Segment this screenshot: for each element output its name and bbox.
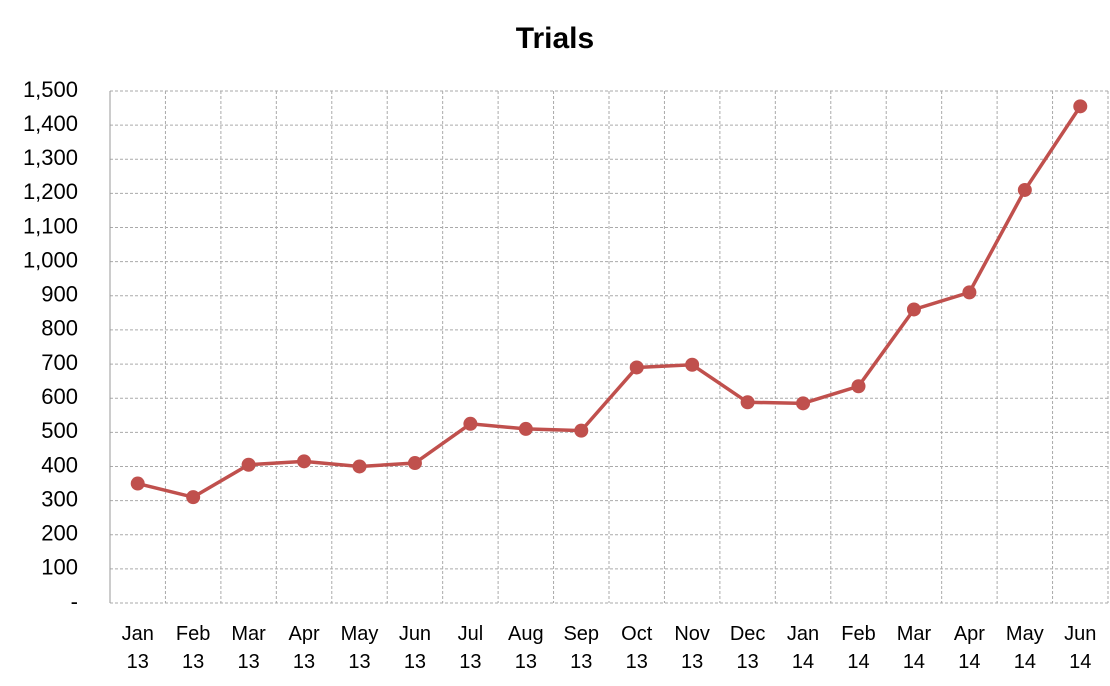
x-tick-label: Apr 13 — [288, 623, 320, 673]
marker — [1073, 99, 1088, 114]
y-tick-label: - — [71, 589, 78, 614]
x-tick-label: Oct 13 — [621, 623, 653, 673]
y-tick-label: 300 — [41, 486, 78, 511]
x-tick-label: Apr 14 — [953, 623, 985, 673]
x-tick-label: Jan 14 — [786, 623, 820, 673]
x-tick-label: May 13 — [340, 623, 379, 673]
x-tick-label: Sep 13 — [563, 623, 600, 673]
y-tick-label: 400 — [41, 452, 78, 477]
y-tick-label: 1,100 — [23, 213, 78, 238]
x-tick-label: Feb 13 — [175, 623, 211, 673]
y-tick-label: 900 — [41, 282, 78, 307]
y-tick-label: 1,200 — [23, 179, 78, 204]
marker — [186, 490, 201, 505]
marker — [518, 421, 533, 436]
y-tick-label: 500 — [41, 418, 78, 443]
x-tick-label: May 14 — [1005, 623, 1044, 673]
x-tick-label: Jun 13 — [398, 623, 432, 673]
marker — [740, 395, 755, 410]
y-tick-label: 600 — [41, 384, 78, 409]
marker — [574, 423, 589, 438]
x-tick-label: Mar 13 — [231, 623, 266, 673]
x-tick-label: Aug 13 — [508, 623, 544, 673]
x-tick-label: Jul 13 — [457, 623, 484, 673]
marker — [407, 456, 422, 471]
line — [137, 105, 1082, 500]
x-tick-label: Jan 13 — [121, 623, 154, 673]
y-tick-label: 100 — [41, 555, 78, 580]
y-tick-label: 1,300 — [23, 145, 78, 170]
marker — [463, 416, 478, 431]
marker — [297, 454, 312, 469]
marker — [906, 302, 921, 317]
marker — [796, 396, 811, 411]
marker — [851, 379, 866, 394]
x-tick-label: Nov 13 — [674, 623, 710, 673]
marker — [685, 357, 700, 372]
marker — [130, 476, 145, 491]
x-tick-label: Feb 14 — [841, 623, 876, 673]
x-tick-label: Jun 14 — [1064, 623, 1097, 673]
y-tick-label: 1,500 — [23, 77, 78, 102]
chart-title: Trials — [516, 22, 594, 55]
x-tick-label: Mar 14 — [896, 623, 932, 673]
marker — [352, 459, 367, 474]
marker — [629, 360, 644, 375]
y-tick-label: 1,400 — [23, 111, 78, 136]
y-tick-label: 1,000 — [23, 247, 78, 272]
marker — [1017, 182, 1032, 197]
y-tick-label: 700 — [41, 350, 78, 375]
x-tick-label: Dec 13 — [729, 623, 766, 673]
y-tick-label: 800 — [41, 316, 78, 341]
y-tick-label: 200 — [41, 521, 78, 546]
marker — [962, 285, 977, 300]
marker — [241, 457, 256, 472]
